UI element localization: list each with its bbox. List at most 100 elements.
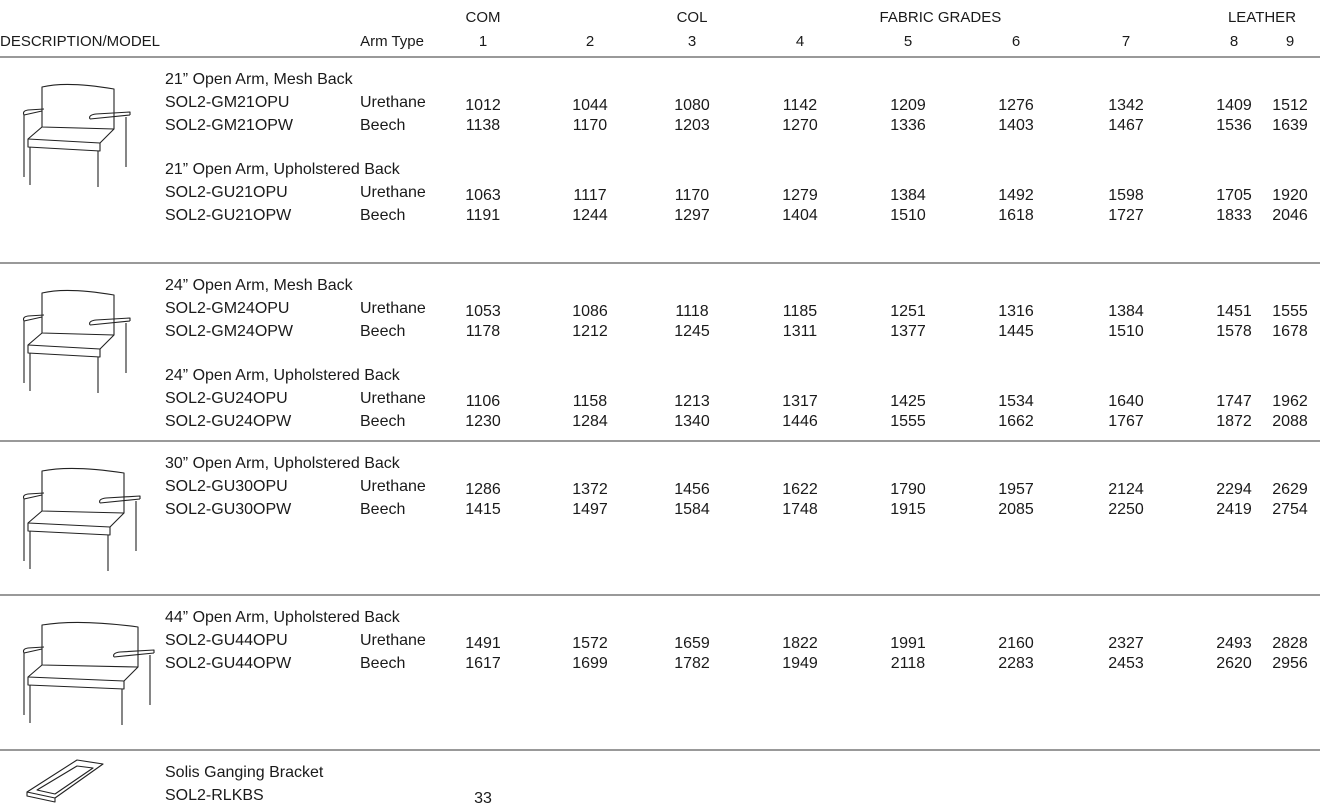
price: 1415 xyxy=(465,501,501,518)
price: 2419 xyxy=(1216,501,1252,518)
icon-line xyxy=(22,646,155,658)
price: 2828 xyxy=(1272,635,1308,652)
price: 1311 xyxy=(783,323,818,340)
icon-line xyxy=(27,523,111,536)
price: 1425 xyxy=(890,393,926,410)
price: 1534 xyxy=(998,393,1034,410)
grade-header: 6 xyxy=(1012,33,1020,50)
price: 1340 xyxy=(674,413,710,430)
price: 1170 xyxy=(573,117,608,134)
price: 1727 xyxy=(1108,207,1144,224)
icon-line xyxy=(41,83,115,130)
grade-header: 4 xyxy=(796,33,804,50)
price: 1377 xyxy=(890,323,926,340)
price: 1497 xyxy=(572,501,608,518)
price: 1403 xyxy=(998,117,1034,134)
price: 1833 xyxy=(1216,207,1252,224)
arm-type-header: Arm Type xyxy=(360,33,424,50)
icon-line xyxy=(23,648,155,658)
price: 2294 xyxy=(1216,481,1252,498)
model-number: SOL2-GU30OPU xyxy=(165,478,288,495)
price: 1270 xyxy=(782,117,818,134)
price: 1372 xyxy=(572,481,608,498)
price: 33 xyxy=(474,790,492,806)
grade-group-label: COL xyxy=(677,9,708,26)
price: 2124 xyxy=(1108,481,1144,498)
price: 1063 xyxy=(465,187,501,204)
product-icon xyxy=(22,467,141,571)
price: 1748 xyxy=(782,501,818,518)
price: 1203 xyxy=(674,117,710,134)
price: 1639 xyxy=(1272,117,1308,134)
icon-line xyxy=(22,492,141,504)
price: 1409 xyxy=(1216,97,1252,114)
model-number: SOL2-GM24OPU xyxy=(165,300,289,317)
price: 1209 xyxy=(890,97,926,114)
model-number: SOL2-GU24OPU xyxy=(165,390,288,407)
price: 1640 xyxy=(1108,393,1144,410)
grade-header: 3 xyxy=(688,33,696,50)
item-title: 30” Open Arm, Upholstered Back xyxy=(165,455,401,472)
price: 1790 xyxy=(890,481,926,498)
arm-type: Urethane xyxy=(360,632,426,649)
price: 1767 xyxy=(1108,413,1144,430)
price: 1659 xyxy=(674,635,710,652)
model-number: SOL2-GM21OPU xyxy=(165,94,289,111)
icon-line xyxy=(23,321,127,393)
arm-type: Beech xyxy=(360,501,405,518)
price: 1106 xyxy=(466,393,501,410)
price: 1949 xyxy=(782,655,818,672)
price: 1044 xyxy=(572,97,608,114)
price: 1578 xyxy=(1216,323,1252,340)
icon-line xyxy=(27,332,115,350)
price: 1142 xyxy=(783,97,818,114)
price: 1336 xyxy=(890,117,926,134)
price: 1492 xyxy=(998,187,1034,204)
icon-line xyxy=(23,499,137,571)
price: 1286 xyxy=(465,481,501,498)
price: 2629 xyxy=(1272,481,1308,498)
item-title: 21” Open Arm, Upholstered Back xyxy=(165,161,401,178)
price: 1555 xyxy=(890,413,926,430)
price: 1158 xyxy=(573,393,608,410)
price: 1213 xyxy=(674,393,710,410)
icon-line xyxy=(41,621,139,668)
product-icon xyxy=(22,83,131,187)
grade-group-label: COM xyxy=(466,9,501,26)
icon-line xyxy=(27,677,125,690)
price: 2250 xyxy=(1108,501,1144,518)
price: 1170 xyxy=(675,187,710,204)
icon-line xyxy=(41,289,115,336)
product-icon xyxy=(22,289,131,393)
price: 1185 xyxy=(783,303,818,320)
price: 2453 xyxy=(1108,655,1144,672)
price: 1510 xyxy=(890,207,926,224)
price: 1086 xyxy=(572,303,608,320)
arm-type: Beech xyxy=(360,207,405,224)
icon-line xyxy=(23,110,131,120)
price: 1297 xyxy=(674,207,710,224)
price: 1957 xyxy=(998,481,1034,498)
price: 1555 xyxy=(1272,303,1308,320)
price: 1536 xyxy=(1216,117,1252,134)
price: 1251 xyxy=(890,303,926,320)
price: 1342 xyxy=(1108,97,1144,114)
price: 1012 xyxy=(465,97,501,114)
model-number: SOL2-GU24OPW xyxy=(165,413,292,430)
price: 2493 xyxy=(1216,635,1252,652)
price: 1191 xyxy=(466,207,501,224)
price: 2956 xyxy=(1272,655,1308,672)
grade-group-label: LEATHER xyxy=(1228,9,1296,26)
price: 1445 xyxy=(998,323,1034,340)
price: 2088 xyxy=(1272,413,1308,430)
price: 1991 xyxy=(890,635,926,652)
arm-type: Beech xyxy=(360,323,405,340)
price: 1317 xyxy=(782,393,818,410)
icon-line xyxy=(27,139,101,152)
product-icon xyxy=(26,759,104,803)
model-number: SOL2-GU30OPW xyxy=(165,501,292,518)
arm-type: Beech xyxy=(360,655,405,672)
item-title: 24” Open Arm, Mesh Back xyxy=(165,277,354,294)
price: 1962 xyxy=(1272,393,1308,410)
